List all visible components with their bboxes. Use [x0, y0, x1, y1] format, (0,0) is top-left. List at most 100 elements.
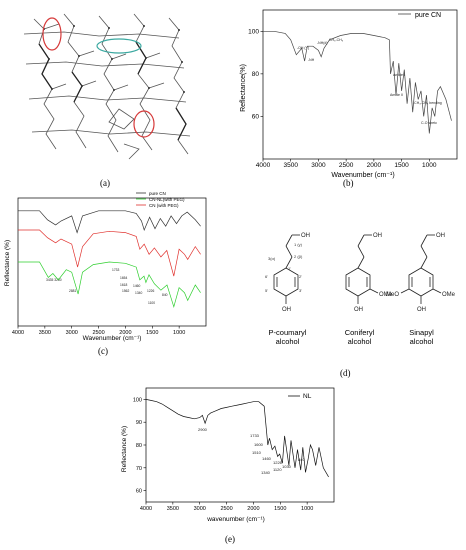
chart-e-annot-1733: 1733	[250, 433, 260, 438]
chart-c-legend-1: CN-NL(with PEG)	[149, 197, 185, 202]
atom-num-1g: 1 (γ)	[294, 242, 303, 247]
chart-c-annot-1733: 1733	[112, 268, 120, 272]
x-tick-label-2: 3000	[66, 330, 78, 336]
chart-e-annot-1600: 1600	[254, 442, 264, 447]
plot-frame	[145, 387, 335, 503]
chart-c-annot-3435: 3435 3250	[46, 278, 62, 282]
chart-b-annot-nhd: -NH(d)	[317, 41, 328, 45]
plot-frame	[262, 9, 458, 160]
x-tick-label-0: 4000	[140, 506, 152, 512]
atom-oh-ring-3: OH	[417, 307, 426, 313]
y-tick-label-2: 100	[248, 28, 259, 35]
atom-num-6p: 6'	[265, 274, 268, 279]
chart-e-annot-1030: 1030	[282, 464, 292, 469]
x-tick-label-5: 1500	[274, 506, 286, 512]
panel-a	[4, 4, 214, 174]
structures-d: OH OH OH OH OMe OH OH OMe MeO 1 (γ) 2 (β…	[265, 233, 456, 313]
y-tick-label-0: 60	[252, 113, 260, 120]
panel-c-label: (c)	[98, 346, 108, 356]
chart-c-legend-0: pure CN	[149, 191, 166, 196]
chart-b-annot-amide2: Amide II	[390, 93, 403, 97]
atom-meo-3: MeO	[386, 292, 399, 298]
x-tick-label-6: 1000	[422, 162, 437, 169]
highlight-ellipse-red-2	[133, 110, 155, 138]
atom-num-3a: 3(α)	[268, 256, 276, 261]
chart-e-annot-1120: 1120	[273, 467, 282, 472]
x-tick-label-4: 2000	[367, 162, 382, 169]
chart-c-annot-1460: 1460	[133, 284, 141, 288]
x-tick-label-3: 2500	[92, 330, 104, 336]
chart-e-annot-1226: 1226	[273, 460, 283, 465]
atom-oh-3: OH	[436, 233, 445, 239]
series-line-0	[263, 30, 452, 134]
chart-c-annot-1618: 1618	[120, 283, 128, 287]
structure-name-sinapyl: Sinapyl alcohol	[409, 328, 434, 346]
x-tick-label-4: 2000	[247, 506, 259, 512]
y-tick-label-2: 80	[136, 443, 142, 449]
chart-e-xlabel: wavenumber (cm⁻¹)	[206, 516, 265, 523]
atom-oh-1: OH	[301, 233, 310, 239]
panel-b-label: (b)	[343, 178, 354, 188]
panel-c: Reflectance (%) Wavenumber (cm⁻¹) pure C…	[2, 188, 210, 344]
chart-c-legend-2: CN (with PEG)	[149, 203, 179, 208]
series-line-0	[18, 210, 201, 234]
panel-e-label: (e)	[225, 534, 235, 544]
atom-oh-2: OH	[373, 233, 382, 239]
structure-name-pcoumaryl: P-coumaryl alcohol	[268, 328, 307, 346]
chart-b-annot-oh: -OH (Y)	[297, 46, 309, 50]
x-tick-label-1: 3500	[39, 330, 51, 336]
chart-b-annot-nh: -NH	[308, 58, 315, 62]
chart-b-annot-amide1: Amide I	[393, 73, 405, 77]
chart-c-annot-1100: 1100	[148, 301, 155, 305]
atom-num-1p: 1'	[288, 266, 291, 271]
chart-c-annot-1340: 1340	[135, 291, 143, 295]
x-tick-label-6: 1000	[173, 330, 185, 336]
chart-e-ylabel: Reflectance (%)	[121, 426, 128, 472]
chart-c-annot-1654: 1654	[120, 276, 128, 280]
panel-e: Reflectance (%) wavenumber (cm⁻¹) NL 290…	[118, 384, 342, 524]
chart-c-xlabel: Wavenumber (cm⁻¹)	[83, 335, 142, 342]
x-tick-label-0: 4000	[256, 162, 271, 169]
molecular-model-image	[4, 4, 209, 169]
chart-e-annot-1460: 1460	[262, 456, 272, 461]
x-tick-label-2: 3000	[194, 506, 206, 512]
x-tick-label-5: 1500	[146, 330, 158, 336]
chart-e-annot-1340: 1340	[261, 470, 271, 475]
panel-a-label: (a)	[100, 178, 110, 188]
x-tick-label-1: 3500	[167, 506, 179, 512]
atom-num-3p: 3'	[299, 288, 302, 293]
x-tick-label-3: 2500	[220, 506, 232, 512]
chart-b-ylabel: Reflectance(%)	[240, 64, 247, 112]
chart-c-annot-2881: 2881	[69, 289, 77, 293]
panel-d-label: (d)	[340, 368, 351, 378]
y-tick-label-3: 90	[136, 420, 142, 426]
x-tick-label-5: 1500	[394, 162, 409, 169]
ring-sinapyl	[408, 267, 434, 297]
atom-oh-ring-1: OH	[282, 307, 291, 313]
chart-b-annot-co: C-O stretc	[421, 121, 437, 125]
chart-b-annot-ch3: CH₃-CH₃	[329, 38, 344, 42]
chart-b-xlabel: Wavenumber (cm⁻¹)	[331, 172, 394, 179]
atom-ome-2: OMe	[379, 292, 393, 298]
highlight-ellipse-teal	[96, 38, 142, 54]
atom-num-2b: 2 (β)	[294, 254, 303, 259]
y-tick-label-1: 70	[136, 466, 142, 472]
y-tick-label-0: 60	[136, 489, 142, 495]
panel-b: Reflectance(%) Wavenumber (cm⁻¹) pure CN…	[235, 4, 463, 184]
chart-c: Reflectance (%) Wavenumber (cm⁻¹) pure C…	[4, 191, 207, 342]
series-line-0	[145, 399, 329, 478]
atom-num-5p: 5'	[265, 288, 268, 293]
x-tick-label-4: 2000	[119, 330, 131, 336]
x-tick-label-6: 1000	[301, 506, 313, 512]
chart-b-legend: pure CN	[415, 12, 441, 19]
highlight-ellipse-red-1	[42, 17, 62, 51]
chart-c-annot-1226: 1226	[147, 289, 155, 293]
x-tick-label-3: 2500	[339, 162, 354, 169]
x-tick-label-1: 3500	[283, 162, 298, 169]
series-line-1	[18, 229, 201, 277]
y-tick-label-1: 80	[252, 71, 260, 78]
atom-num-2p: 2'	[299, 274, 302, 279]
chart-c-ylabel: Reflectance (%)	[4, 240, 11, 286]
atom-oh-ring-2: OH	[354, 307, 363, 313]
chart-b: Reflectance(%) Wavenumber (cm⁻¹) pure CN…	[240, 9, 458, 179]
